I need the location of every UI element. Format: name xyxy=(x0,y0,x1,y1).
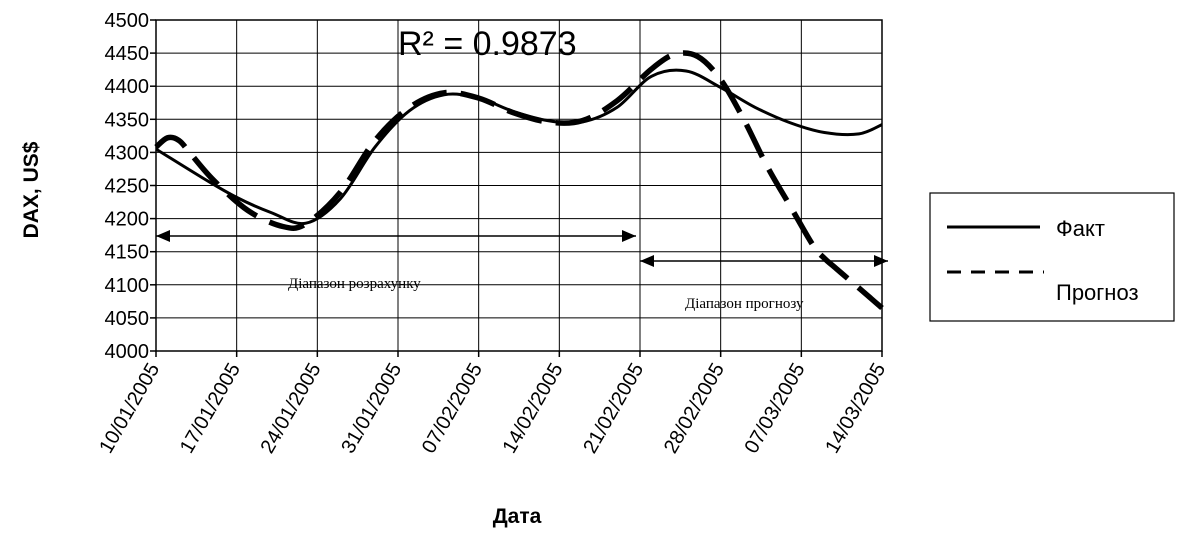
x-axis: 10/01/2005 17/01/2005 24/01/2005 31/01/2005… xyxy=(95,351,890,457)
y-tick-label: 4200 xyxy=(105,209,150,231)
x-tick-label: 24/01/2005 xyxy=(257,360,326,458)
y-tick-label: 4250 xyxy=(105,176,150,198)
y-tick-label: 4350 xyxy=(105,109,150,131)
r2-annotation: R² = 0.9873 xyxy=(398,25,577,63)
forecast-series-line xyxy=(154,50,884,311)
forecast-range-arrow xyxy=(640,255,888,267)
x-tick-label: 14/03/2005 xyxy=(821,360,890,458)
legend-box xyxy=(929,192,1175,322)
x-tick-label: 31/01/2005 xyxy=(337,360,406,458)
x-tick-label: 07/02/2005 xyxy=(418,360,487,458)
x-tick-label: 10/01/2005 xyxy=(95,360,164,458)
legend-label-forecast: Прогноз xyxy=(1056,280,1139,305)
y-axis-title: DAX, US$ xyxy=(20,141,43,238)
y-tick-label: 4000 xyxy=(105,341,150,363)
x-tick-label: 21/02/2005 xyxy=(579,360,648,458)
y-tick-label: 4400 xyxy=(105,76,150,98)
y-tick-label: 4100 xyxy=(105,275,150,297)
y-tick-label: 4150 xyxy=(105,242,150,264)
x-tick-label: 14/02/2005 xyxy=(499,360,568,458)
y-tick-label: 4500 xyxy=(105,10,150,32)
y-tick-label: 4050 xyxy=(105,308,150,330)
x-tick-label: 28/02/2005 xyxy=(660,360,729,458)
calc-range-arrow xyxy=(156,230,636,242)
x-tick-label: 07/03/2005 xyxy=(741,360,810,458)
legend: Факт Прогноз xyxy=(929,192,1175,322)
x-axis-title: Дата xyxy=(493,505,542,528)
y-axis: 4000 4050 4100 4150 4200 4250 4300 4350 4400 4450… xyxy=(105,10,156,363)
y-tick-label: 4450 xyxy=(105,43,150,65)
forecast-range-label: Діапазон прогнозу xyxy=(685,296,804,312)
legend-label-fact: Факт xyxy=(1056,216,1105,241)
y-tick-label: 4300 xyxy=(105,142,150,164)
series-lines xyxy=(154,50,884,311)
x-tick-label: 17/01/2005 xyxy=(176,360,245,458)
fact-series-line xyxy=(155,68,883,226)
calc-range-label: Діапазон розрахунку xyxy=(288,276,421,292)
